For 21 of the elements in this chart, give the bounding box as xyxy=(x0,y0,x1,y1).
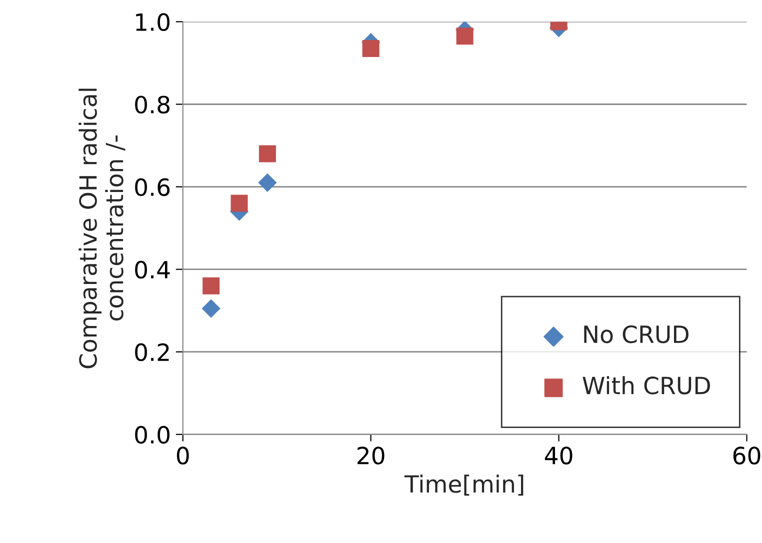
point xyxy=(362,40,380,58)
x-axis-title: Time[min] xyxy=(404,474,524,496)
point xyxy=(202,299,220,318)
y-tick-label: 0.4 xyxy=(135,260,170,279)
legend-label: No CRUD xyxy=(584,325,688,344)
y-axis-title: Comparative OH radical concentration /- xyxy=(78,88,126,368)
legend-label: With CRUD xyxy=(582,376,710,394)
y-tick-label: 0.2 xyxy=(135,343,169,362)
x-tick-label: 60 xyxy=(733,446,760,464)
point xyxy=(202,277,220,294)
point xyxy=(230,194,248,212)
point xyxy=(258,173,277,192)
x-tick-label: 20 xyxy=(358,446,384,464)
y-tick-label: 0.6 xyxy=(135,178,170,196)
x-tick-label: 40 xyxy=(544,446,572,464)
y-tick-label: 0.8 xyxy=(135,96,170,114)
y-tick-label: 0.0 xyxy=(135,426,170,444)
x-tick-label: 0 xyxy=(176,446,189,464)
point xyxy=(258,145,276,162)
point xyxy=(456,28,474,45)
y-tick-label: 1.0 xyxy=(136,13,170,32)
